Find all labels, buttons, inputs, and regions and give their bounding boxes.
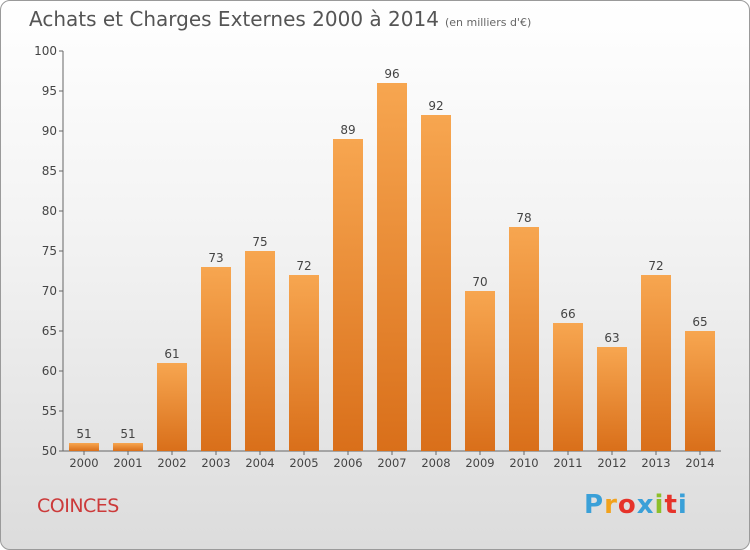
y-tick-label: 95: [42, 84, 57, 98]
bar: [157, 363, 187, 451]
logo-letter: i: [654, 490, 665, 520]
chart-bars: 51 51 61 73 75 72 89 96 92 70 78 66 63 72 65: [69, 67, 715, 451]
bar-value-label: 73: [208, 251, 223, 265]
y-tick-label: 65: [42, 324, 57, 338]
y-tick-label: 60: [42, 364, 57, 378]
bar: [245, 251, 275, 451]
bar: [509, 227, 539, 451]
y-tick-label: 100: [34, 44, 57, 58]
y-tick-label: 75: [42, 244, 57, 258]
y-tick-label: 70: [42, 284, 57, 298]
logo-letter: P: [584, 490, 605, 520]
bar: [641, 275, 671, 451]
bar-value-label: 72: [296, 259, 311, 273]
bar-value-label: 78: [516, 211, 531, 225]
x-tick-label: 2009: [465, 456, 494, 470]
proxiti-logo: Proxiti: [584, 490, 688, 520]
y-tick-label: 90: [42, 124, 57, 138]
bar: [201, 267, 231, 451]
x-tick-label: 2006: [333, 456, 362, 470]
bar-value-label: 70: [472, 275, 487, 289]
x-tick-label: 2001: [113, 456, 142, 470]
bar-value-label: 96: [384, 67, 399, 81]
x-tick-label: 2013: [641, 456, 670, 470]
chart-title-text: Achats et Charges Externes 2000 à 2014: [29, 7, 439, 31]
x-tick-label: 2010: [509, 456, 538, 470]
logo-letter: x: [636, 490, 655, 520]
logo-letter: o: [617, 490, 637, 520]
chart-title: Achats et Charges Externes 2000 à 2014 (e…: [29, 7, 531, 31]
bar-value-label: 61: [164, 347, 179, 361]
bar: [553, 323, 583, 451]
logo-letter: t: [664, 490, 678, 520]
logo-letter: r: [604, 490, 618, 520]
x-tick-label: 2011: [553, 456, 582, 470]
bar: [69, 443, 99, 451]
x-tick-label: 2005: [289, 456, 318, 470]
x-tick-label: 2007: [377, 456, 406, 470]
bar: [289, 275, 319, 451]
bar-value-label: 75: [252, 235, 267, 249]
bar-value-label: 51: [76, 427, 91, 441]
y-tick-label: 80: [42, 204, 57, 218]
x-tick-label: 2012: [597, 456, 626, 470]
logo-letter: i: [677, 490, 688, 520]
bar-value-label: 92: [428, 99, 443, 113]
bar-value-label: 63: [604, 331, 619, 345]
y-tick-label: 55: [42, 404, 57, 418]
bar-value-label: 66: [560, 307, 575, 321]
x-tick-label: 2014: [685, 456, 714, 470]
x-tick-label: 2000: [69, 456, 98, 470]
bar-chart: 50 55 60 65 70 75 80 85 90 95 100 2000 2001 2002 2003 2…: [34, 44, 721, 470]
bar: [685, 331, 715, 451]
x-tick-label: 2003: [201, 456, 230, 470]
y-tick-label: 85: [42, 164, 57, 178]
bar: [421, 115, 451, 451]
x-tick-label: 2004: [245, 456, 274, 470]
chart-axes: 50 55 60 65 70 75 80 85 90 95 100 2000 2001 2002 2003 2…: [34, 44, 721, 470]
bar-value-label: 51: [120, 427, 135, 441]
bar-value-label: 65: [692, 315, 707, 329]
y-tick-label: 50: [42, 444, 57, 458]
bar: [113, 443, 143, 451]
bar-value-label: 72: [648, 259, 663, 273]
bar-value-label: 89: [340, 123, 355, 137]
bar: [465, 291, 495, 451]
bar: [377, 83, 407, 451]
bar: [597, 347, 627, 451]
city-name: COINCES: [37, 495, 119, 517]
chart-subtitle: (en milliers d'€): [444, 16, 532, 29]
bar: [333, 139, 363, 451]
x-tick-label: 2008: [421, 456, 450, 470]
x-tick-label: 2002: [157, 456, 186, 470]
